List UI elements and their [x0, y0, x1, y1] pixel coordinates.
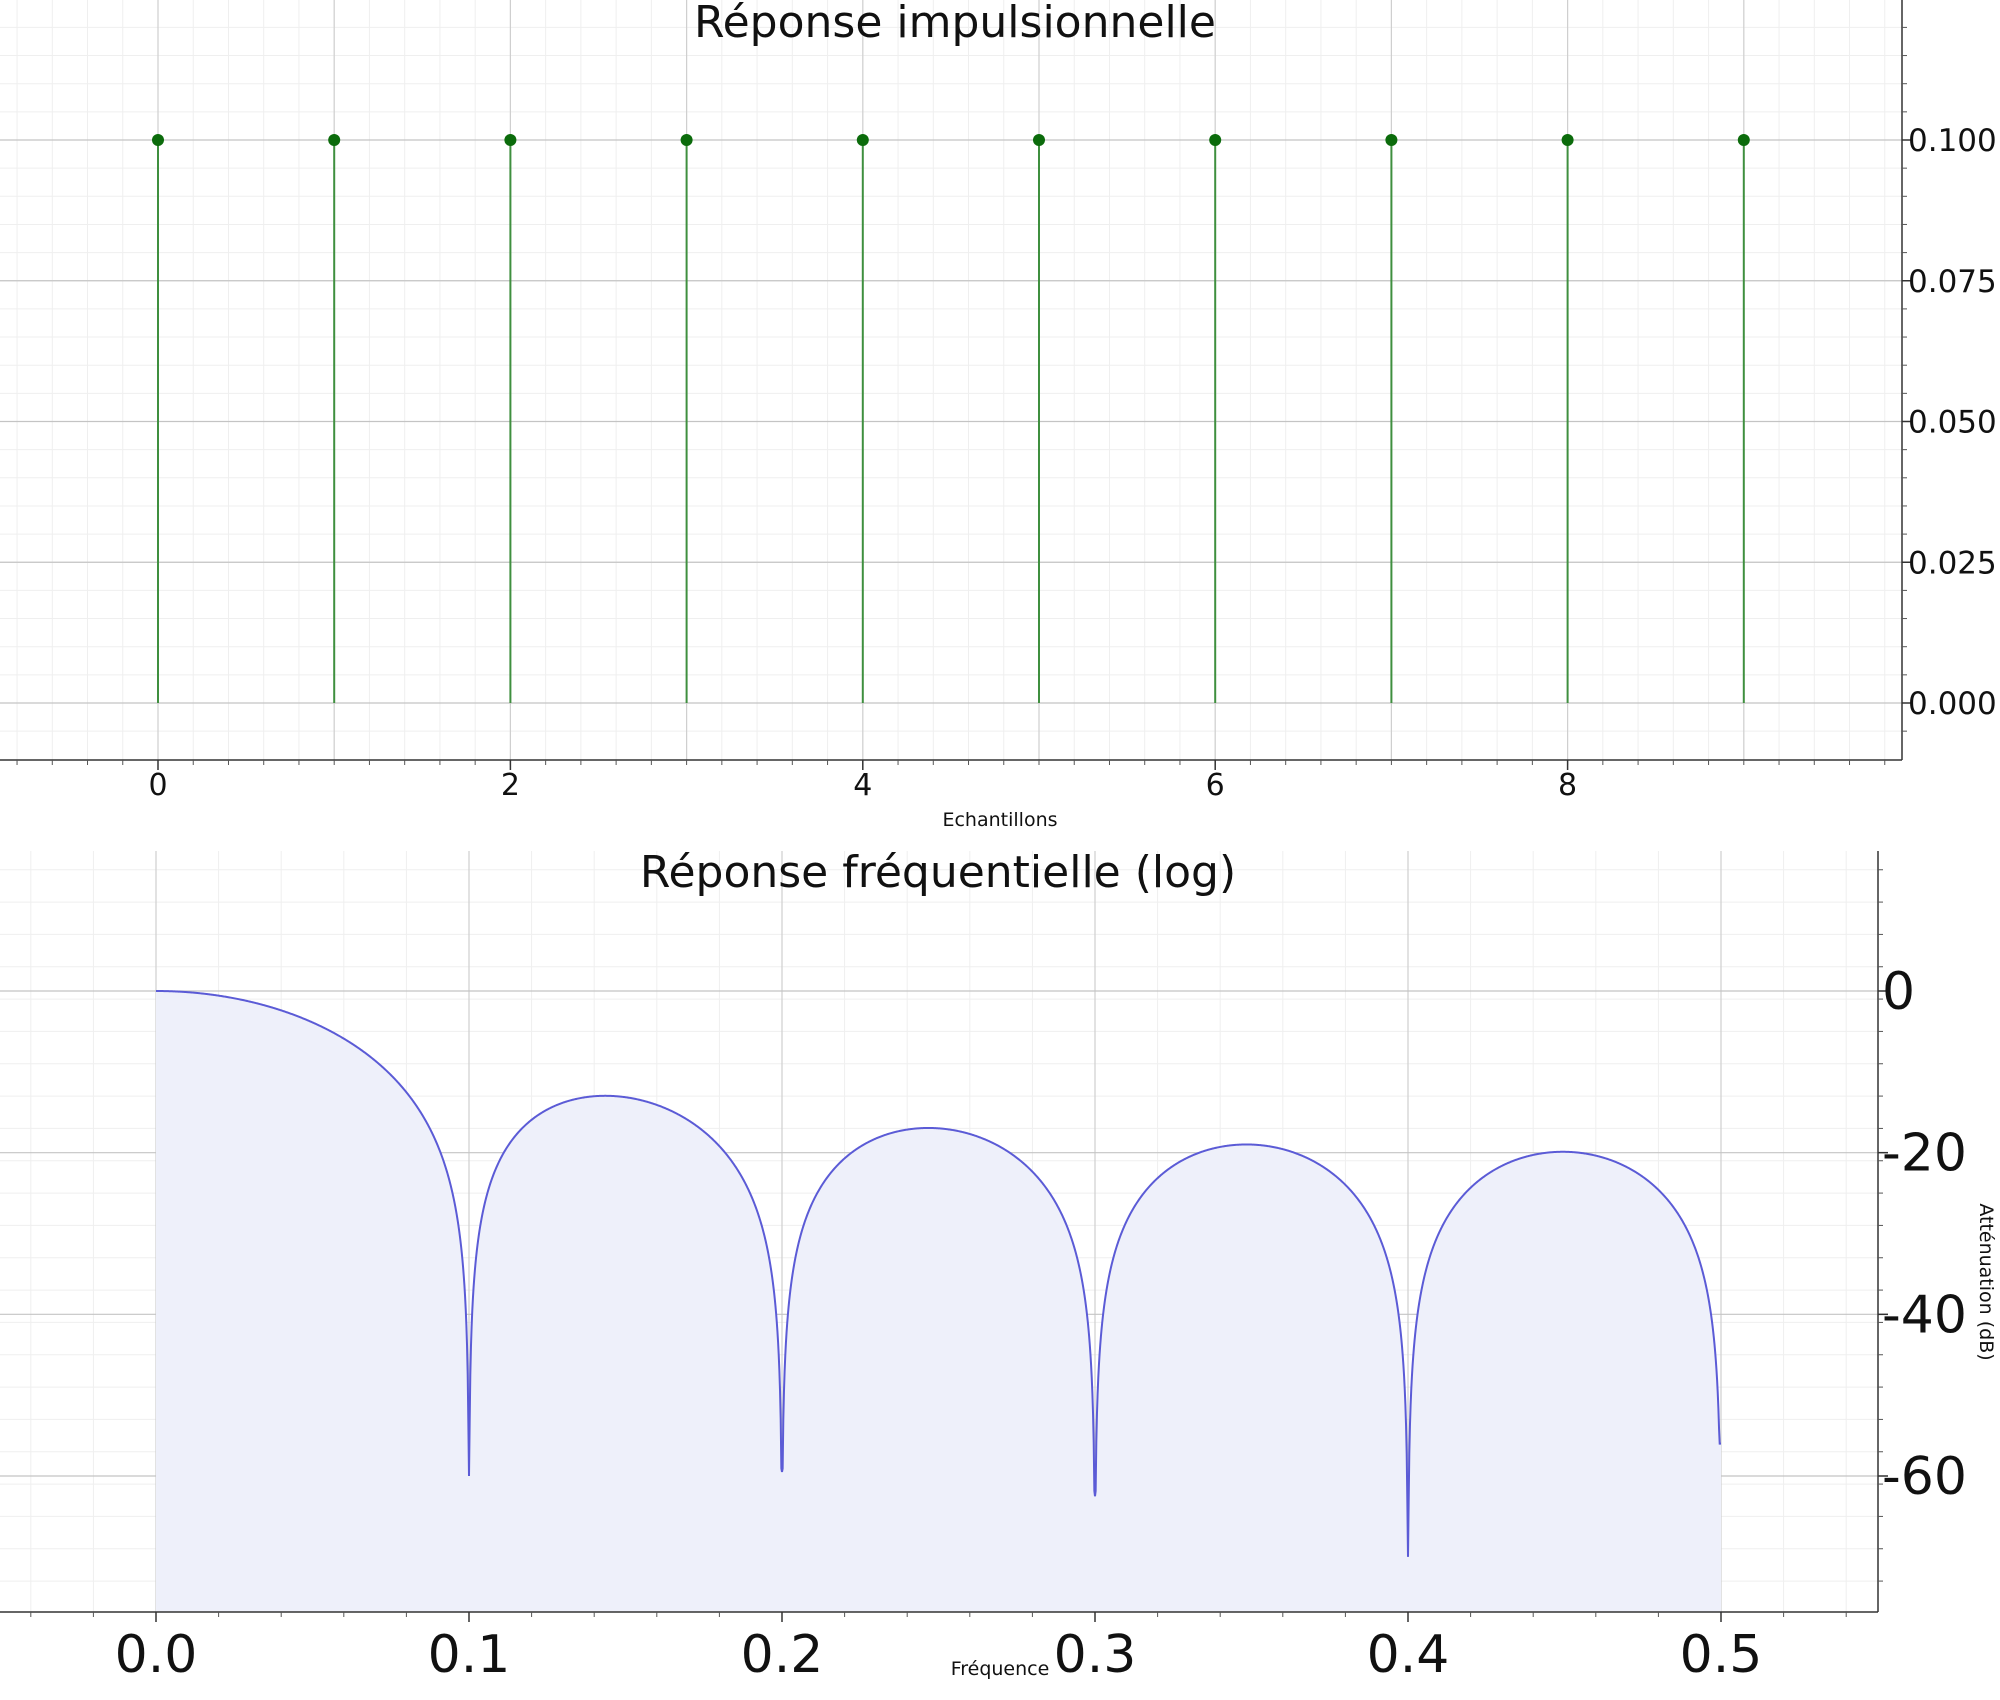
- frequency-x-tick-label: 0.0: [115, 1625, 198, 1685]
- frequency-curve-group: [156, 990, 1721, 1612]
- frequency-x-tick-label: 0.2: [741, 1625, 824, 1685]
- impulse-x-axis-label: Echantillons: [942, 809, 1057, 831]
- impulse-axes: 0 2 4 6 8 0.000 0.025 0.050 0.075 0.100: [0, 0, 1997, 803]
- impulse-minor-grid: [0, 0, 1902, 760]
- impulse-major-grid: [0, 0, 1902, 760]
- impulse-x-tick-label: 0: [148, 768, 167, 803]
- frequency-chart-title: Réponse fréquentielle (log): [640, 847, 1236, 898]
- impulse-stem-marker: [856, 134, 869, 146]
- impulse-stem-marker: [680, 134, 693, 146]
- frequency-area-fill: [156, 991, 1721, 1612]
- impulse-x-tick-label: 4: [853, 768, 872, 803]
- impulse-response-chart: 0 2 4 6 8 0.000 0.025 0.050 0.075 0.100 Réponse i…: [0, 0, 1997, 831]
- frequency-x-axis-label: Fréquence: [951, 1658, 1050, 1680]
- frequency-x-tick-label: 0.3: [1054, 1625, 1137, 1685]
- impulse-y-tick-label: 0.000: [1908, 686, 1997, 722]
- frequency-x-tick-label: 0.4: [1367, 1625, 1450, 1685]
- impulse-y-tick-label: 0.100: [1908, 123, 1997, 159]
- frequency-x-tick-label: 0.5: [1680, 1625, 1763, 1685]
- frequency-response-chart: 0.0 0.1 0.2 0.3 0.4 0.5 0 -20 -40 -60 Réponse fré…: [0, 847, 1997, 1685]
- impulse-stem-marker: [1561, 134, 1574, 146]
- frequency-y-tick-label: -20: [1882, 1124, 1967, 1184]
- frequency-y-tick-label: -60: [1882, 1447, 1967, 1507]
- impulse-x-tick-label: 8: [1558, 768, 1577, 803]
- impulse-chart-title: Réponse impulsionnelle: [694, 0, 1216, 48]
- impulse-stem-marker: [152, 134, 164, 146]
- impulse-stem-marker: [1209, 134, 1222, 146]
- frequency-y-tick-label: 0: [1882, 962, 1915, 1022]
- impulse-stem-marker: [328, 134, 341, 146]
- impulse-stem-marker: [1385, 134, 1398, 146]
- impulse-stem-marker: [1737, 134, 1750, 146]
- impulse-stem-marker: [504, 134, 517, 146]
- impulse-x-tick-label: 2: [501, 768, 520, 803]
- impulse-y-tick-label: 0.075: [1908, 264, 1997, 300]
- frequency-axes: 0.0 0.1 0.2 0.3 0.4 0.5 0 -20 -40 -60: [0, 851, 1967, 1685]
- impulse-y-tick-label: 0.050: [1908, 405, 1997, 441]
- impulse-x-tick-label: 6: [1206, 768, 1225, 803]
- frequency-y-axis-label: Atténuation (dB): [1975, 1203, 1997, 1360]
- impulse-y-tick-label: 0.025: [1908, 545, 1997, 581]
- frequency-y-tick-label: -40: [1882, 1285, 1967, 1345]
- frequency-response-line: [156, 990, 1721, 1557]
- impulse-stems: [152, 134, 1750, 703]
- frequency-x-tick-label: 0.1: [428, 1625, 511, 1685]
- impulse-stem-marker: [1033, 134, 1045, 146]
